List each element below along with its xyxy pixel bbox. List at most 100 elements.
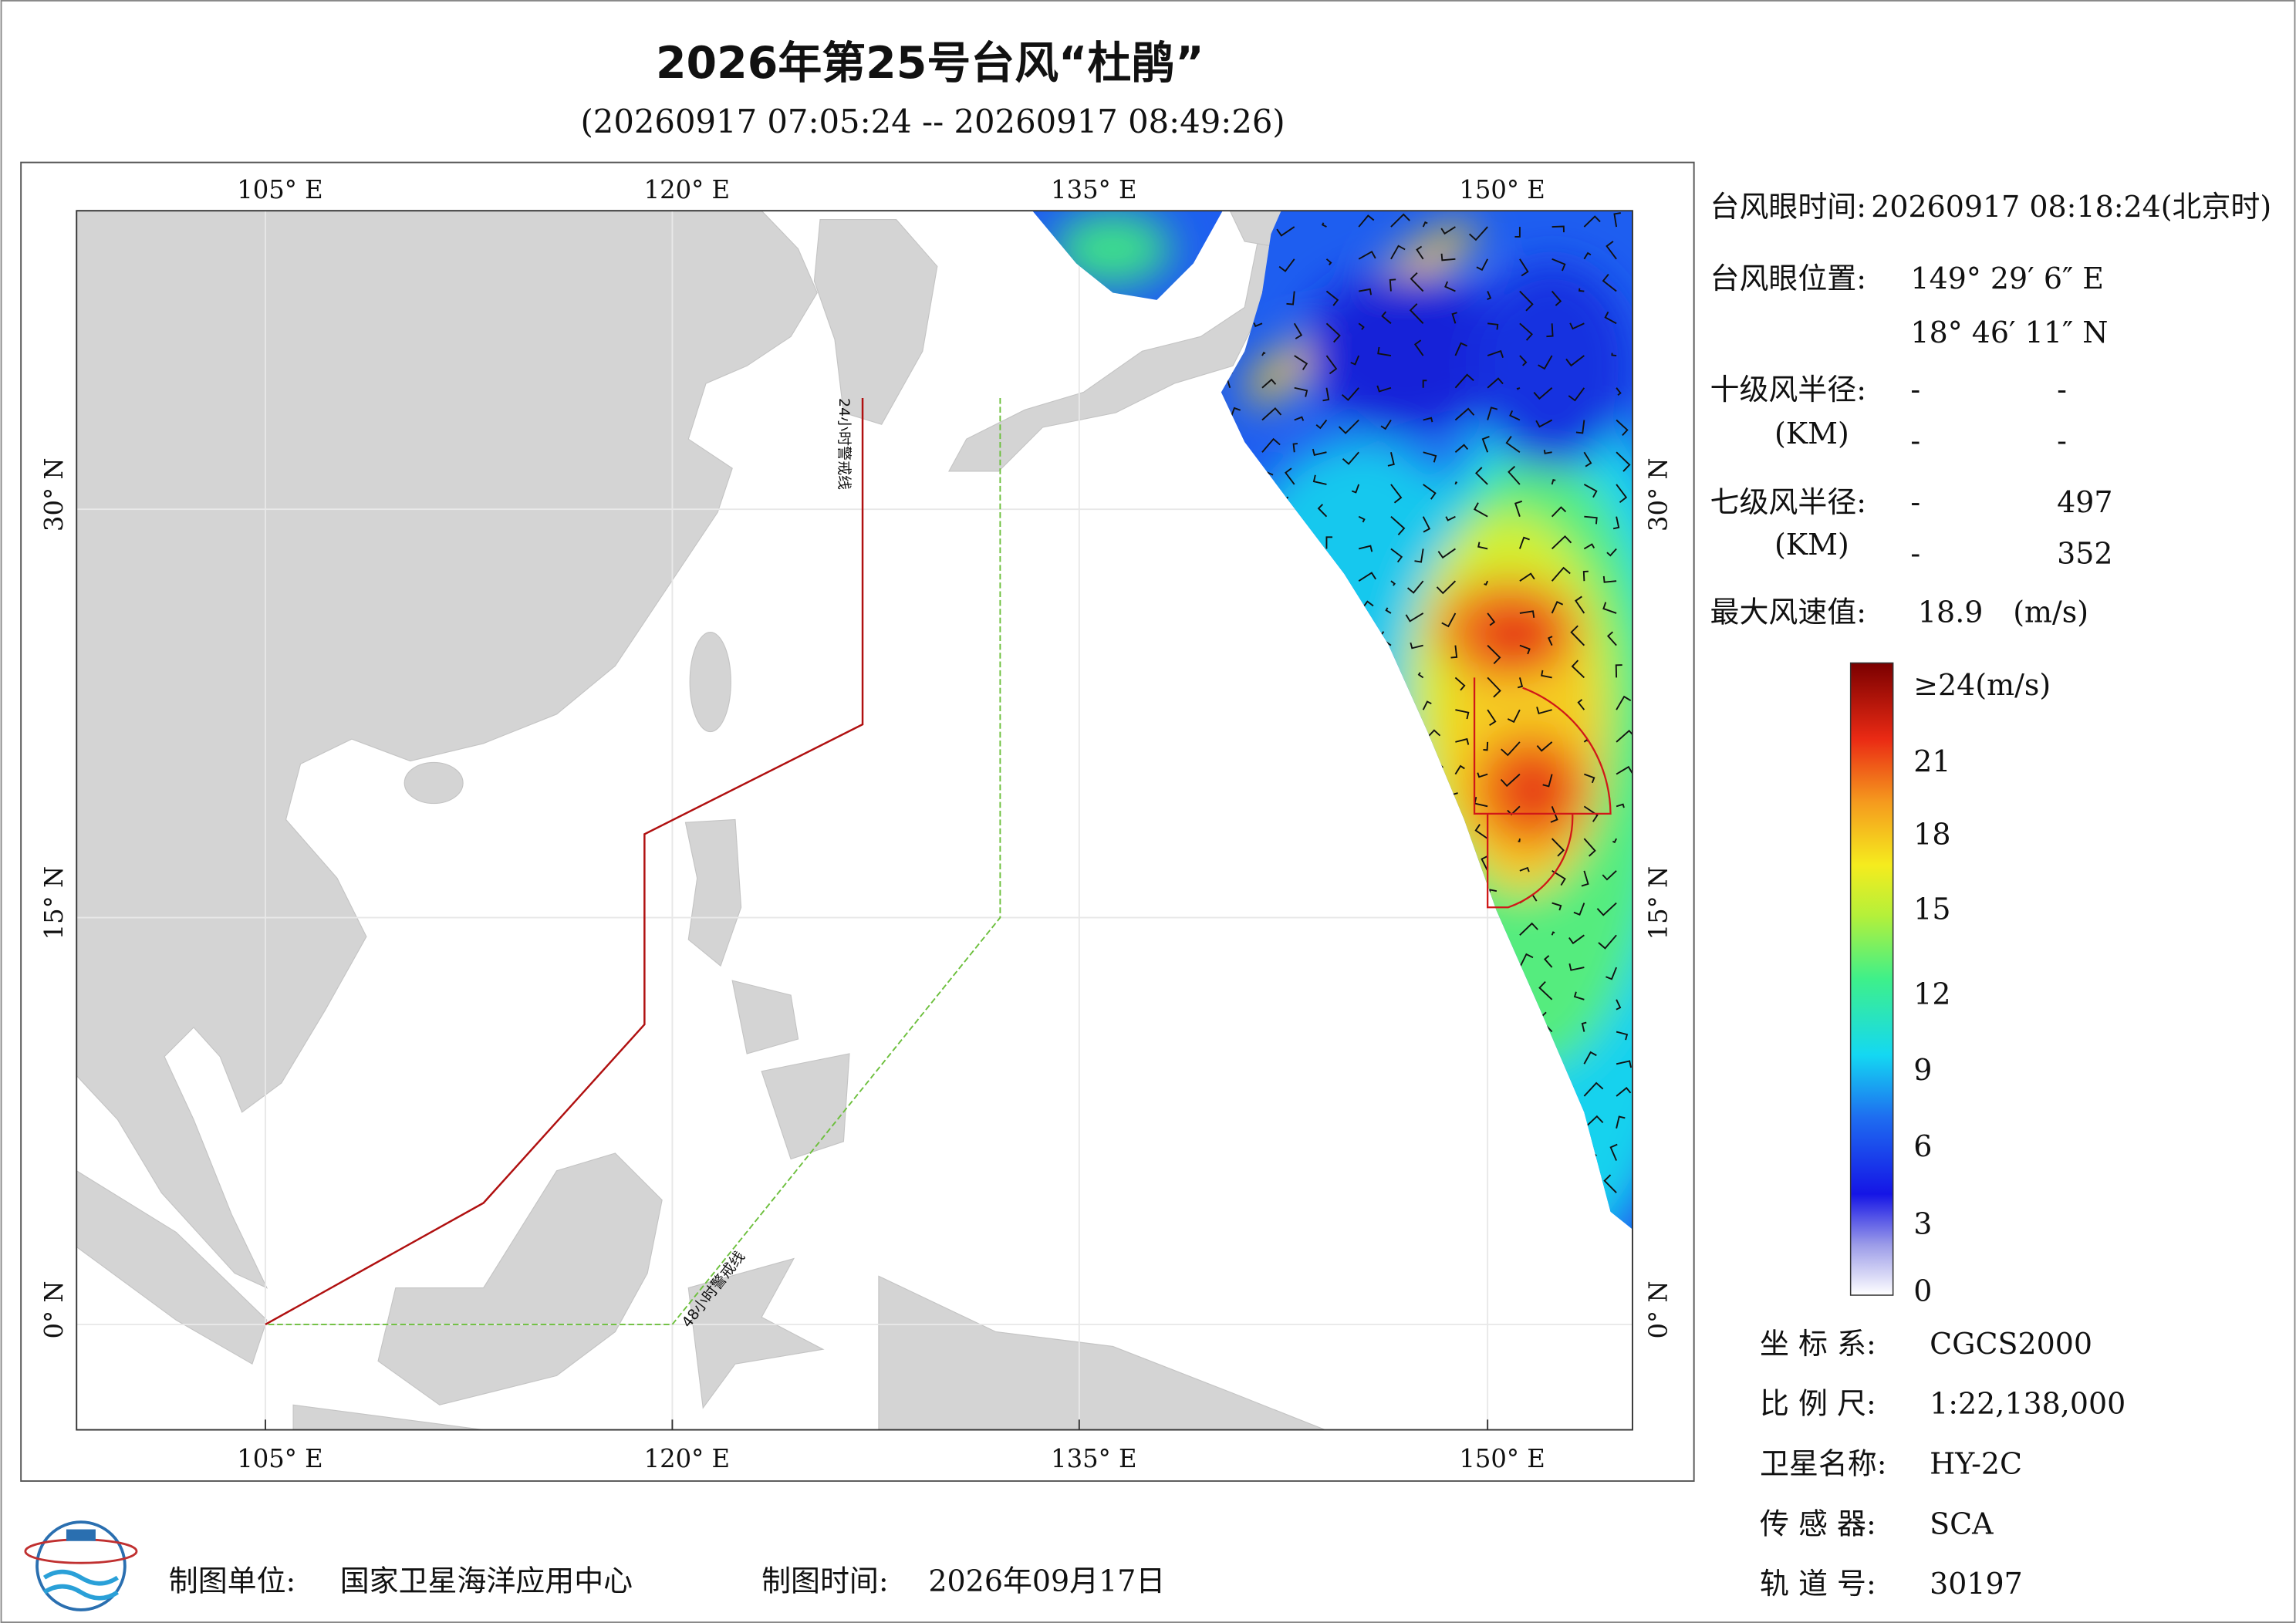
wind-barb xyxy=(1381,311,1392,325)
r7-value: - xyxy=(1910,485,1920,519)
wind-barb xyxy=(1358,572,1377,582)
wind-barb xyxy=(1261,407,1282,421)
meta-value: 30197 xyxy=(1930,1567,2023,1601)
wind-barb xyxy=(1568,934,1585,945)
time: 2026年09月17日 xyxy=(928,1564,1165,1598)
wind-barb xyxy=(1451,312,1457,324)
wind-barb xyxy=(1455,737,1470,745)
land xyxy=(76,211,1325,1430)
wind-barb xyxy=(1519,953,1534,968)
wind-barb xyxy=(1571,660,1585,679)
max-label: 最大风速值: xyxy=(1710,595,1866,629)
wind-barb xyxy=(1538,355,1553,370)
wind-barb xyxy=(1454,373,1474,389)
wind-barb xyxy=(1573,991,1585,1000)
wind-barb xyxy=(1543,450,1552,454)
wind-barb xyxy=(1358,251,1376,260)
wind-barb xyxy=(1551,258,1566,272)
wind-barb xyxy=(1358,515,1366,523)
wind-barb xyxy=(1519,355,1528,366)
wind-barb xyxy=(1440,226,1456,235)
wind-barb xyxy=(1583,1115,1604,1129)
r7-label: 七级风半径: xyxy=(1710,485,1866,519)
wind-barb xyxy=(1568,963,1585,971)
wind-barb xyxy=(1487,322,1499,330)
wind-barb xyxy=(1507,709,1521,724)
wind-barb xyxy=(1509,410,1521,421)
wind-barb xyxy=(1551,931,1555,936)
map: 24小时警戒线 48小时警戒线 xyxy=(76,211,1633,1430)
warning-line-48h xyxy=(265,398,1001,1325)
wind-barb xyxy=(1613,212,1621,228)
r10-value: - xyxy=(2057,423,2067,457)
wind-barb xyxy=(1551,838,1565,857)
wind-barb xyxy=(1518,536,1530,549)
wind-barb xyxy=(1436,580,1457,595)
wind-barb xyxy=(1481,855,1488,872)
wind-barb xyxy=(1616,1060,1633,1068)
wind-barb xyxy=(1551,902,1562,911)
wind-barb xyxy=(1454,444,1469,453)
wind-barb xyxy=(1611,353,1617,356)
wind-barb xyxy=(1578,288,1585,292)
lat-label-right: 15° N xyxy=(1644,866,1673,940)
wind-barb xyxy=(1519,922,1538,936)
wind-barb xyxy=(1390,245,1406,260)
wind-barb xyxy=(1551,601,1564,614)
wind-barb xyxy=(1606,548,1617,557)
wind-barb xyxy=(1518,838,1521,842)
colorbar-label: 18 xyxy=(1913,818,1950,852)
wind-barb xyxy=(1454,764,1465,775)
r7-value: 352 xyxy=(2057,536,2112,570)
lon-label-bottom: 120° E xyxy=(644,1444,730,1473)
wind-barb xyxy=(1500,773,1521,788)
wind-barb xyxy=(1390,548,1403,563)
r10-label: 十级风半径: xyxy=(1710,373,1866,407)
wind-barb xyxy=(1551,225,1565,233)
wind-barb xyxy=(1519,290,1534,312)
wind-barb xyxy=(1312,448,1327,456)
wind-barb xyxy=(1538,980,1553,1000)
eye-pos-label: 台风眼位置: xyxy=(1710,262,1866,295)
wind-barb xyxy=(1583,1081,1604,1097)
wind-barb xyxy=(1602,575,1617,583)
wind-barb xyxy=(1569,322,1585,330)
lat-label-left: 30° N xyxy=(39,457,69,531)
colorbar-label: ≥24(m/s) xyxy=(1913,668,2051,702)
wind-barb xyxy=(1454,407,1475,421)
wind-barb xyxy=(1286,291,1295,305)
wind-barb xyxy=(1519,258,1529,277)
wind-barb xyxy=(1583,484,1598,498)
wind-barb xyxy=(1475,467,1488,485)
colorbar-label: 21 xyxy=(1913,744,1950,778)
wind-barb xyxy=(1616,1087,1632,1097)
wind-barb xyxy=(1440,253,1456,262)
wind-barb xyxy=(1276,226,1295,237)
wind-barb xyxy=(1358,214,1375,228)
wind-barb xyxy=(1338,419,1359,434)
wind-barb xyxy=(1616,419,1629,437)
wind-barb xyxy=(1342,451,1359,465)
wind-barb xyxy=(1487,407,1498,420)
wind-barb xyxy=(1519,610,1535,618)
lon-label-bottom: 105° E xyxy=(237,1444,322,1473)
wind-barb xyxy=(1487,677,1501,698)
wind-barb xyxy=(1325,355,1338,375)
meta-value: SCA xyxy=(1930,1507,1994,1540)
wind-barb xyxy=(1294,386,1308,397)
wind-barb xyxy=(1508,465,1521,485)
wind-barb xyxy=(1285,467,1295,485)
wind-barb xyxy=(1551,535,1572,550)
wind-barb xyxy=(1422,516,1431,533)
wind-barb xyxy=(1477,772,1488,778)
wind-barb xyxy=(1582,570,1589,582)
wind-barb xyxy=(1551,870,1566,886)
wind-barb xyxy=(1416,245,1424,260)
wind-barb xyxy=(1487,291,1492,301)
wind-barb xyxy=(1583,1051,1597,1065)
wind-barb xyxy=(1616,729,1633,743)
meta-label: 卫星名称: xyxy=(1760,1446,1887,1480)
wind-barb xyxy=(1612,838,1617,844)
meta-label: 传 感 器: xyxy=(1760,1507,1876,1540)
wind-barb xyxy=(1450,645,1458,659)
